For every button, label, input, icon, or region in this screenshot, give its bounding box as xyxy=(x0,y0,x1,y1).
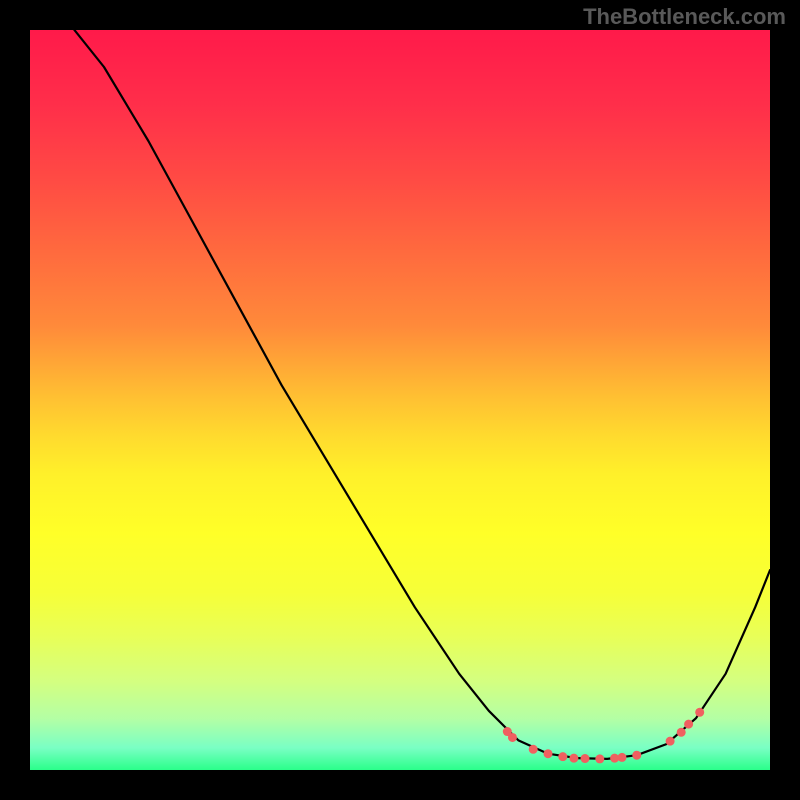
curve-marker xyxy=(618,753,627,762)
curve-marker xyxy=(529,745,538,754)
curve-marker xyxy=(677,728,686,737)
curve-marker xyxy=(666,737,675,746)
chart-plot-area xyxy=(30,30,770,770)
curve-marker xyxy=(695,708,704,717)
chart-svg xyxy=(30,30,770,770)
curve-marker xyxy=(632,751,641,760)
curve-marker xyxy=(558,752,567,761)
curve-marker xyxy=(569,754,578,763)
curve-marker xyxy=(595,754,604,763)
chart-background xyxy=(30,30,770,770)
watermark-text: TheBottleneck.com xyxy=(583,4,786,30)
curve-marker xyxy=(684,720,693,729)
curve-marker xyxy=(581,754,590,763)
curve-marker xyxy=(544,749,553,758)
curve-marker xyxy=(508,733,517,742)
